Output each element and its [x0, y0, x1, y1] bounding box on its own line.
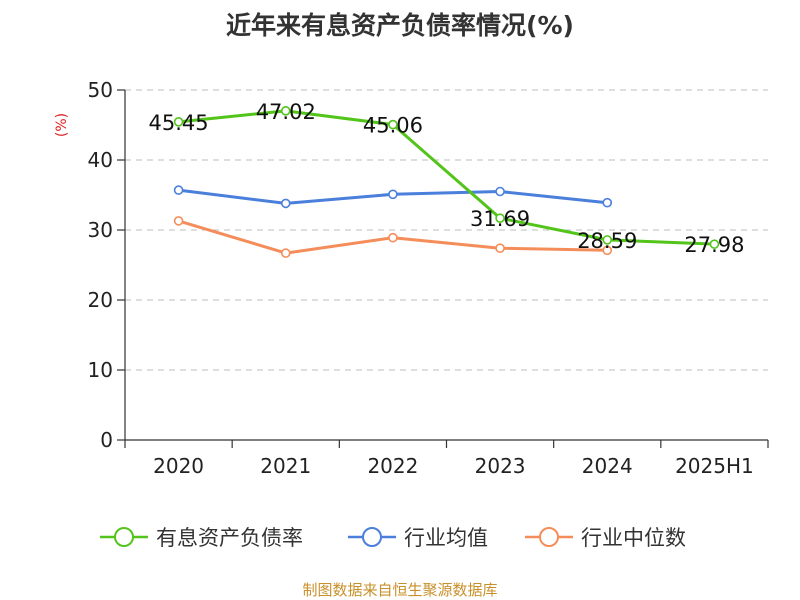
- x-tick-label: 2023: [475, 454, 526, 478]
- legend-marker: [539, 527, 559, 547]
- data-point: [602, 245, 613, 256]
- series-2: [173, 216, 613, 258]
- data-labels: 45.45 47.02 45.06 31.69 28.59 27.98: [149, 100, 745, 257]
- data-label: 45.06: [363, 114, 423, 138]
- legend: 有息资产负债率 行业均值 行业中位数: [100, 526, 686, 550]
- legend-marker: [114, 527, 134, 547]
- chart-title: 近年来有息资产负债率情况(%): [226, 11, 574, 40]
- data-point: [280, 198, 291, 209]
- series-layer: [173, 106, 720, 258]
- data-point: [280, 248, 291, 258]
- x-tick-label: 2020: [153, 454, 204, 478]
- x-tick-label: 2024: [582, 454, 633, 478]
- legend-label: 有息资产负债率: [156, 526, 303, 550]
- data-point: [709, 239, 720, 249]
- y-tick-label: 30: [88, 218, 113, 242]
- legend-marker: [362, 527, 382, 547]
- series-0: [173, 106, 720, 249]
- legend-label: 行业均值: [404, 526, 488, 550]
- y-axis-unit: (%): [54, 113, 70, 137]
- data-label: 47.02: [256, 100, 316, 124]
- data-point: [602, 235, 613, 245]
- y-tick-label: 0: [100, 428, 113, 452]
- y-tick-label: 10: [88, 358, 113, 382]
- axes: 0 10 20 30 40 50 2020 2021 2022 2023 2024 2025H1: [88, 78, 769, 478]
- data-point: [495, 213, 505, 223]
- data-point: [388, 189, 398, 200]
- x-tick-label: 2022: [367, 454, 418, 478]
- legend-label: 行业中位数: [581, 526, 686, 550]
- legend-item: 行业中位数: [525, 526, 686, 550]
- data-point: [280, 106, 291, 116]
- y-tick-label: 50: [88, 78, 113, 102]
- data-point: [173, 216, 184, 226]
- data-point: [495, 186, 505, 197]
- data-label: 31.69: [470, 207, 530, 231]
- x-tick-label: 2025H1: [675, 454, 754, 478]
- data-point: [173, 185, 184, 195]
- data-point: [173, 117, 184, 127]
- data-label: 27.98: [684, 233, 744, 257]
- y-tick-label: 40: [88, 148, 113, 172]
- data-point: [388, 119, 398, 130]
- grid-lines: [125, 89, 768, 371]
- data-label: 28.59: [577, 229, 637, 253]
- source-note: 制图数据来自恒生聚源数据库: [302, 581, 497, 599]
- series-line: [178, 109, 715, 246]
- y-tick-label: 20: [88, 288, 113, 312]
- legend-item: 行业均值: [348, 526, 488, 550]
- data-point: [602, 197, 613, 208]
- data-label: 45.45: [149, 111, 209, 135]
- legend-item: 有息资产负债率: [100, 526, 303, 550]
- x-tick-label: 2021: [260, 454, 311, 478]
- series-1: [173, 185, 613, 209]
- data-point: [388, 232, 398, 243]
- data-point: [495, 243, 505, 253]
